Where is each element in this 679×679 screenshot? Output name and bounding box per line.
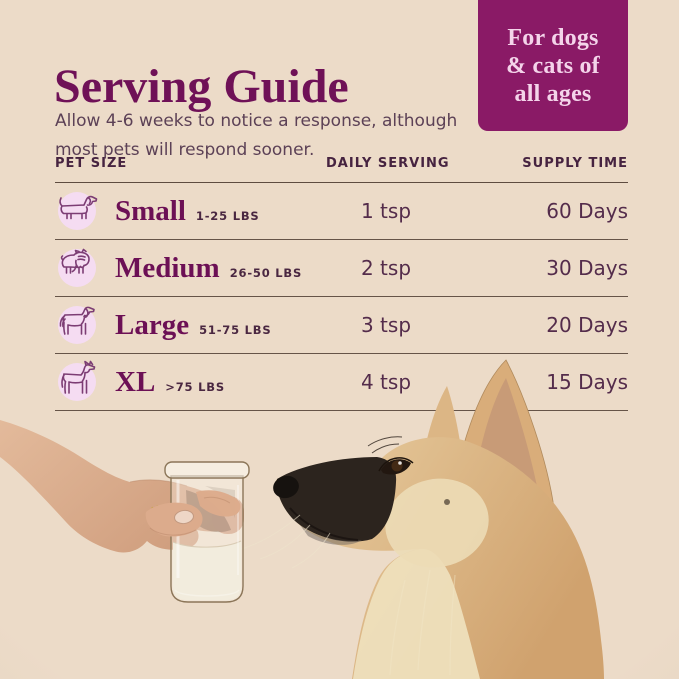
thumb-shading (149, 527, 197, 536)
table-row-small: Small 1-25 LBS 1 tsp 60 Days (55, 183, 628, 240)
dog-brow-whiskers (367, 436, 403, 454)
badge-line: all ages (514, 80, 592, 107)
dog-cheek-cream (385, 478, 489, 568)
table-row-medium: Medium 26-50 LBS 2 tsp 30 Days (55, 240, 628, 297)
thumb-nail (174, 509, 194, 525)
dachshund-icon (55, 189, 101, 233)
supply-time-value: 15 Days (546, 370, 628, 394)
daily-serving-value: 4 tsp (360, 370, 412, 394)
hand-knuckle-shading (129, 479, 188, 487)
jar-bottom-sheen (174, 589, 240, 597)
dog-whiskers (237, 514, 331, 569)
column-header-supply-time: SUPPLY TIME (522, 156, 628, 171)
milk (173, 541, 241, 600)
pet-weight-range: >75 LBS (165, 380, 225, 394)
daily-serving-value: 1 tsp (360, 199, 412, 223)
pet-size-cell: Large 51-75 LBS (55, 297, 271, 353)
pet-size-label: Medium (115, 252, 220, 284)
table-row-xl: XL >75 LBS 4 tsp 15 Days (55, 354, 628, 411)
pet-weight-range: 1-25 LBS (195, 209, 260, 223)
dog-mouth-line (289, 507, 359, 541)
table-header-row: PET SIZE DAILY SERVING SUPPLY TIME (55, 150, 628, 183)
bulldog-icon (55, 246, 101, 290)
dog-eye-glint (398, 461, 402, 465)
pet-size-label: Small (115, 195, 186, 227)
pet-weight-range: 26-50 LBS (229, 266, 303, 280)
pet-weight-range: 51-75 LBS (199, 323, 272, 337)
hand-offering-jar (0, 420, 250, 603)
milk-jar-rim (164, 461, 250, 479)
glass-reflection-smudge-2 (205, 486, 235, 518)
badge-line: & cats of (506, 52, 600, 79)
dog-eye-rim (378, 457, 414, 472)
daily-serving-value: 2 tsp (360, 256, 412, 280)
page-title: Serving Guide (54, 60, 349, 114)
dog-nose (273, 475, 299, 499)
great-dane-icon (55, 360, 101, 404)
badge-line: For dogs (507, 24, 599, 51)
dog-cheek-spot (444, 499, 450, 505)
retriever-icon (55, 303, 101, 347)
pet-size-label: XL (115, 366, 156, 398)
subtitle-text: Allow 4-6 weeks to notice a response, al… (55, 111, 458, 160)
table-row-large: Large 51-75 LBS 3 tsp 20 Days (55, 297, 628, 354)
dog-black-muzzle (276, 457, 397, 542)
pet-size-label: Large (115, 309, 190, 341)
ages-badge: For dogs & cats of all ages (478, 0, 628, 131)
pet-size-cell: XL >75 LBS (55, 354, 225, 410)
dog-chin-highlight (300, 525, 362, 545)
dog-neck-fur-strokes (389, 569, 456, 676)
daily-serving-value: 3 tsp (360, 313, 412, 337)
dog-chest-cream (353, 548, 480, 679)
supply-time-value: 20 Days (546, 313, 628, 337)
index-finger-crease (203, 496, 231, 504)
index-finger-front (196, 490, 241, 517)
pet-size-cell: Medium 26-50 LBS (55, 240, 302, 296)
dog-and-milk-jar-photo (0, 359, 604, 679)
column-header-pet-size: PET SIZE (55, 156, 128, 171)
dog-illustration (237, 359, 604, 679)
supply-time-value: 30 Days (546, 256, 628, 280)
column-header-daily-serving: DAILY SERVING (326, 156, 450, 171)
serving-table: PET SIZE DAILY SERVING SUPPLY TIME Small… (55, 150, 628, 411)
supply-time-value: 60 Days (546, 199, 628, 223)
pet-size-cell: Small 1-25 LBS (55, 183, 259, 239)
